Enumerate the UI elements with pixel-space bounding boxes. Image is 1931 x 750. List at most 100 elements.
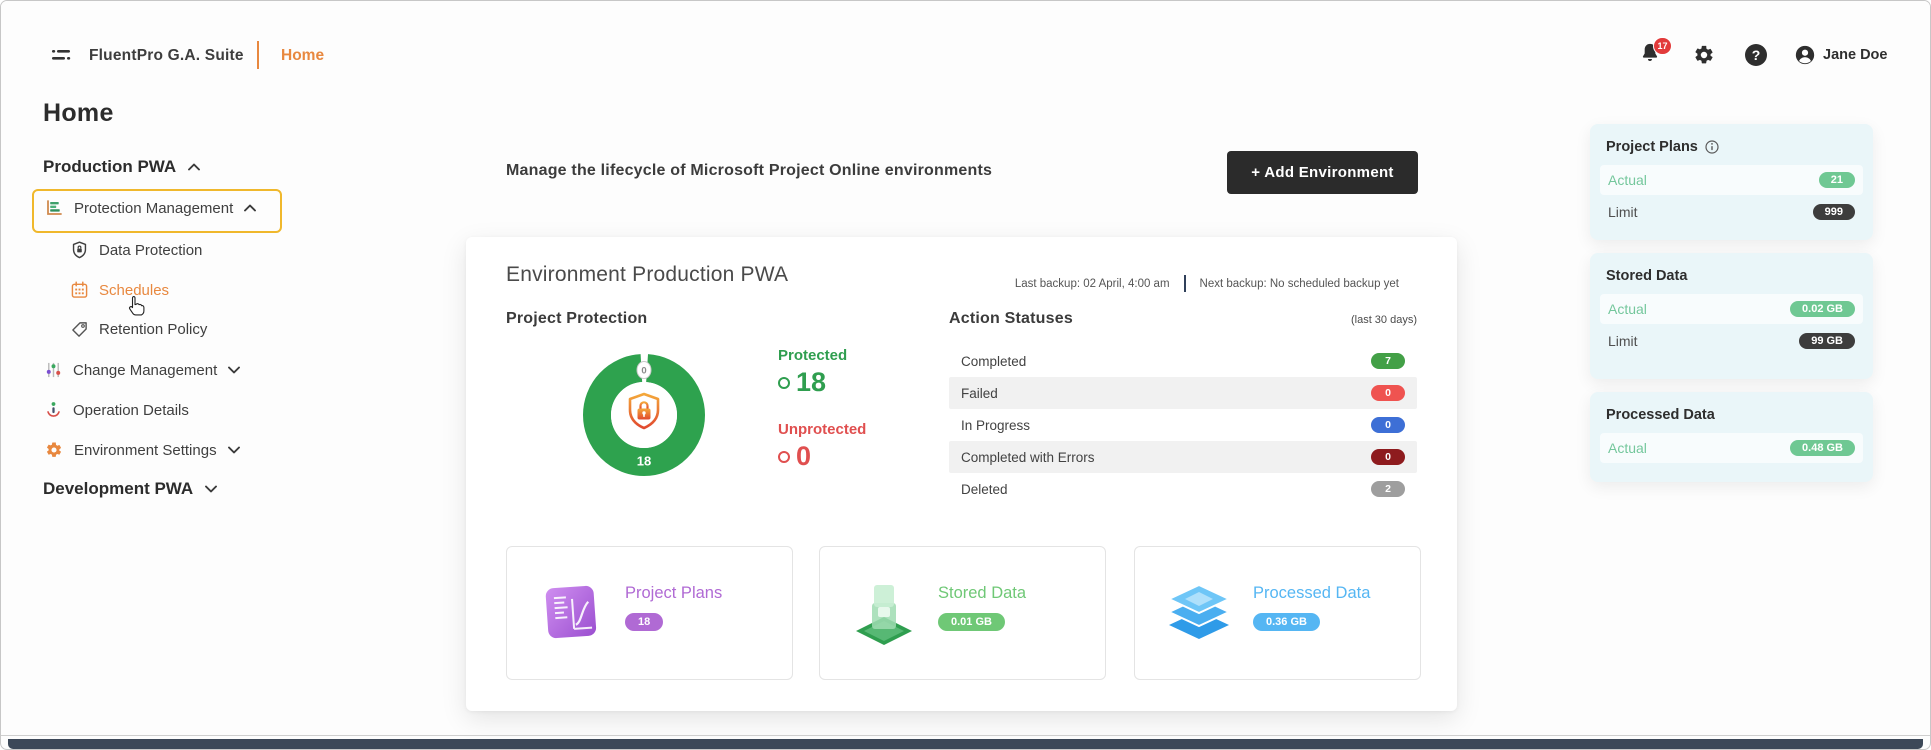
stored-data-label: Stored Data	[938, 584, 1027, 602]
next-backup-text: Next backup: No scheduled backup yet	[1199, 277, 1399, 290]
project-plans-count: 18	[625, 613, 664, 631]
sidebar-item-production-pwa[interactable]: Production PWA	[43, 157, 201, 177]
status-count-badge: 0	[1371, 449, 1405, 465]
gear-icon	[1695, 45, 1713, 64]
page-title: Home	[43, 99, 114, 127]
last-backup-text: Last backup: 02 April, 4:00 am	[1014, 277, 1170, 290]
settings-button[interactable]	[1693, 44, 1715, 66]
gear-orange-icon	[45, 441, 63, 459]
status-row: Deleted 2	[949, 473, 1417, 505]
sidebar-item-operation-details[interactable]: Operation Details	[45, 401, 189, 419]
bottom-divider	[1, 735, 1930, 736]
top-bar: FluentPro G.A. Suite Home 17 ? Jane Doe	[1, 1, 1930, 81]
quota-actual-badge: 0.02 GB	[1790, 301, 1855, 317]
status-row: Failed 0	[949, 377, 1417, 409]
bottom-bar	[8, 739, 1923, 749]
help-icon[interactable]: ?	[1745, 44, 1767, 66]
menu-icon[interactable]	[49, 48, 73, 64]
processed-data-icon	[1163, 577, 1235, 649]
quota-row: Limit 999	[1600, 197, 1863, 227]
shield-lock-icon	[71, 241, 88, 259]
quota-row: Limit 99 GB	[1600, 326, 1863, 356]
chevron-down-icon	[228, 366, 241, 374]
backup-divider	[1183, 275, 1186, 292]
quota-title: Processed Data	[1606, 407, 1715, 423]
environment-title: Environment Production PWA	[506, 263, 789, 286]
sidebar: Home Production PWA Protection Managemen…	[1, 81, 301, 721]
action-statuses: Action Statuses (last 30 days) Completed…	[949, 310, 1417, 505]
sidebar-item-retention-policy[interactable]: Retention Policy	[71, 321, 207, 338]
quota-limit-badge: 999	[1812, 204, 1855, 220]
status-count-badge: 7	[1371, 353, 1405, 369]
project-plans-icon	[535, 577, 607, 649]
quota-actual-badge: 0.48 GB	[1790, 440, 1855, 456]
quota-card-project-plans: Project Plans Actual 21 Limit 999	[1590, 124, 1873, 240]
project-plans-label: Project Plans	[625, 584, 723, 602]
info-icon[interactable]	[1705, 140, 1719, 154]
quota-card-processed-data: Processed Data Actual 0.48 GB	[1590, 392, 1873, 482]
sliders-icon	[45, 361, 62, 379]
processed-data-card[interactable]: Processed Data 0.36 GB	[1134, 546, 1421, 680]
notifications-button[interactable]: 17	[1639, 37, 1673, 71]
environments-subtitle: Manage the lifecycle of Microsoft Projec…	[506, 162, 993, 179]
info-colored-icon	[45, 401, 62, 419]
stored-data-card[interactable]: Stored Data 0.01 GB	[819, 546, 1106, 680]
sidebar-item-change-management[interactable]: Change Management	[45, 361, 241, 379]
protection-donut-chart: 0 18	[582, 353, 706, 477]
sidebar-item-environment-settings[interactable]: Environment Settings	[45, 441, 240, 459]
quota-row: Actual 0.02 GB	[1600, 294, 1863, 324]
chevron-up-icon	[244, 204, 257, 212]
avatar-icon	[1795, 45, 1815, 65]
sidebar-item-protection-management[interactable]: Protection Management	[45, 199, 257, 217]
breadcrumb-divider	[257, 41, 259, 69]
quota-card-stored-data: Stored Data Actual 0.02 GB Limit 99 GB	[1590, 253, 1873, 379]
ring-dot-icon	[778, 376, 790, 389]
protection-legend: Protected 18 Unprotected 0	[778, 347, 866, 472]
protection-management-highlight	[32, 189, 282, 233]
quota-title: Stored Data	[1606, 268, 1688, 284]
sidebar-item-development-pwa[interactable]: Development PWA	[43, 479, 218, 499]
action-statuses-title: Action Statuses	[949, 310, 1073, 327]
user-menu[interactable]: Jane Doe	[1794, 44, 1887, 66]
chevron-up-icon	[188, 163, 201, 171]
project-plans-card[interactable]: Project Plans 18	[506, 546, 793, 680]
sidebar-item-data-protection[interactable]: Data Protection	[71, 241, 202, 259]
status-row: In Progress 0	[949, 409, 1417, 441]
status-count-badge: 2	[1371, 481, 1405, 497]
status-row: Completed with Errors 0	[949, 441, 1417, 473]
environment-card: Environment Production PWA Last backup: …	[466, 237, 1457, 711]
processed-data-size: 0.36 GB	[1253, 613, 1320, 631]
status-count-badge: 0	[1371, 417, 1405, 433]
protected-value: 18	[778, 367, 866, 398]
quota-row: Actual 0.48 GB	[1600, 433, 1863, 463]
unprotected-value: 0	[778, 441, 866, 472]
quota-limit-badge: 99 GB	[1799, 333, 1855, 349]
donut-total-label: 18	[637, 454, 651, 469]
chevron-down-icon	[227, 446, 240, 454]
quota-actual-badge: 21	[1818, 172, 1855, 188]
tag-icon	[71, 321, 88, 338]
protected-label: Protected	[778, 347, 848, 364]
breadcrumb[interactable]: Home	[281, 47, 325, 64]
shield-lock-center-icon	[628, 392, 660, 430]
calendar-icon	[71, 281, 88, 299]
status-row: Completed 7	[949, 345, 1417, 377]
quota-title: Project Plans	[1606, 139, 1698, 155]
add-environment-button[interactable]: + Add Environment	[1227, 151, 1418, 194]
project-protection-title: Project Protection	[506, 310, 648, 327]
status-count-badge: 0	[1371, 385, 1405, 401]
quota-row: Actual 21	[1600, 165, 1863, 195]
chevron-down-icon	[205, 485, 218, 493]
sidebar-item-schedules[interactable]: Schedules	[71, 281, 169, 299]
statuses-period: (last 30 days)	[1350, 314, 1417, 326]
backup-meta: Last backup: 02 April, 4:00 am Next back…	[1015, 275, 1399, 292]
stored-data-size: 0.01 GB	[938, 613, 1005, 631]
user-name: Jane Doe	[1823, 47, 1888, 63]
app-title: FluentPro G.A. Suite	[89, 47, 244, 64]
donut-zero-label: 0	[641, 366, 646, 377]
processed-data-label: Processed Data	[1253, 584, 1371, 602]
stored-data-icon	[848, 577, 920, 649]
unprotected-label: Unprotected	[778, 421, 867, 438]
bar-chart-icon	[45, 199, 63, 217]
